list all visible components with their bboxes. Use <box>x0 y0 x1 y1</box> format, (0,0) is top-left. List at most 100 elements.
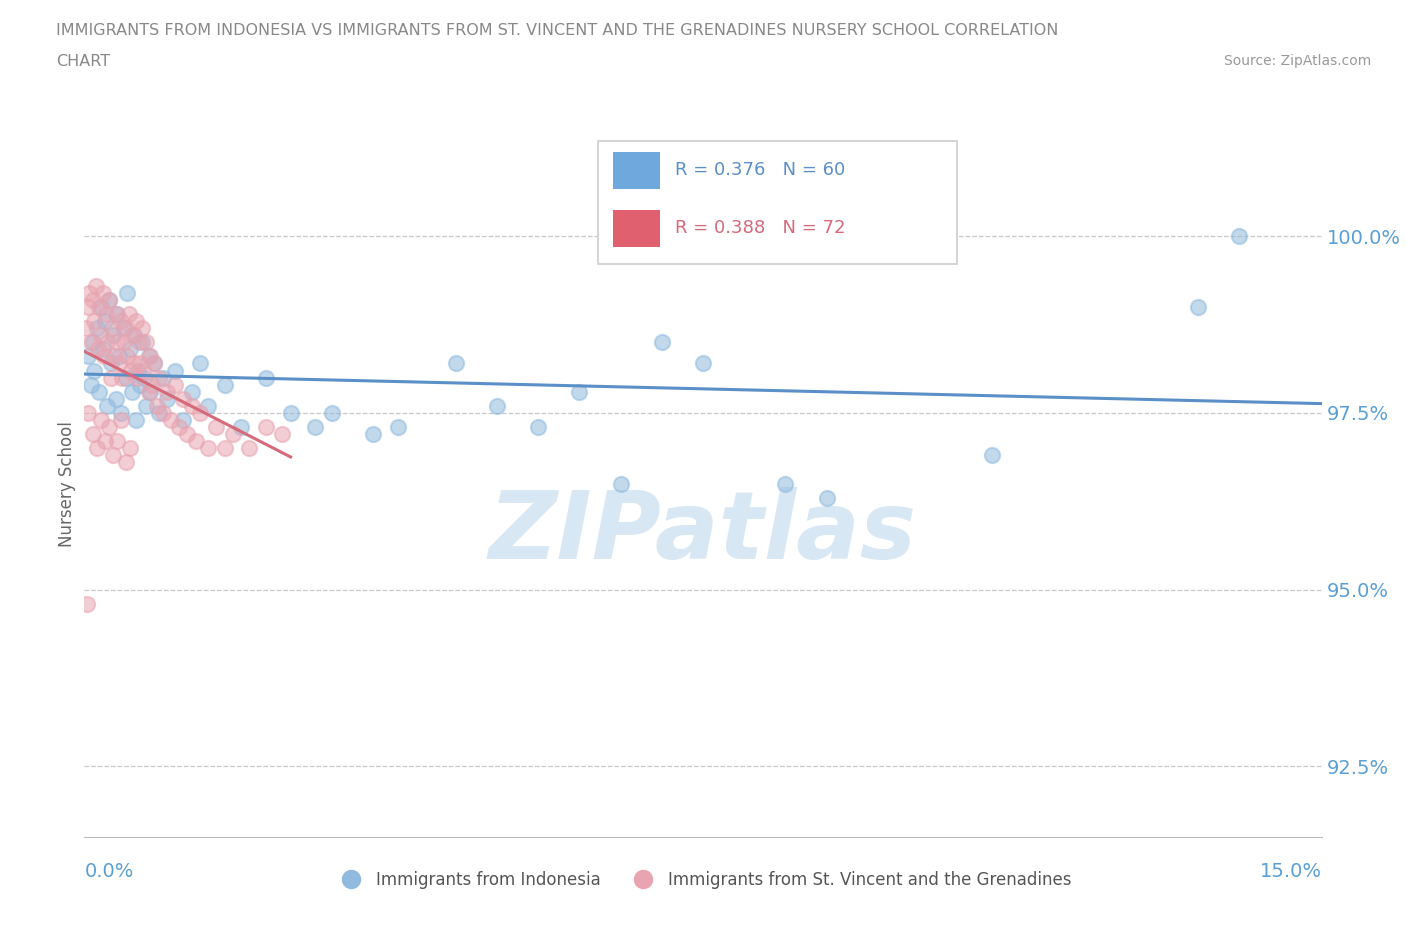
Text: 0.0%: 0.0% <box>84 862 134 881</box>
Point <box>118 342 141 357</box>
Y-axis label: Nursery School: Nursery School <box>58 420 76 547</box>
Point <box>229 419 252 434</box>
Point <box>84 278 107 293</box>
Point <box>214 441 236 456</box>
Point <box>124 413 146 428</box>
Point <box>105 433 128 448</box>
Point <box>129 378 152 392</box>
Point <box>89 384 111 399</box>
Point <box>127 370 149 385</box>
Point <box>815 490 838 505</box>
Point <box>108 356 131 371</box>
Point <box>90 327 112 342</box>
Point <box>141 378 163 392</box>
Point <box>120 363 142 378</box>
Point <box>80 378 103 392</box>
Point <box>100 370 122 385</box>
Text: Source: ZipAtlas.com: Source: ZipAtlas.com <box>1223 54 1371 68</box>
Point <box>188 356 211 371</box>
Point <box>165 378 187 392</box>
Point <box>205 419 228 434</box>
Point <box>135 335 157 350</box>
Point <box>138 384 160 399</box>
Point <box>146 398 169 413</box>
Point <box>91 286 114 300</box>
Point <box>152 405 174 420</box>
Point <box>568 384 591 399</box>
Text: 15.0%: 15.0% <box>1260 862 1322 881</box>
Point <box>76 596 98 611</box>
Point <box>89 299 111 314</box>
Point <box>176 427 198 442</box>
Point <box>104 392 127 406</box>
Point <box>188 405 211 420</box>
Point <box>77 349 100 364</box>
Point <box>148 370 170 385</box>
Point <box>131 321 153 336</box>
Point <box>127 363 149 378</box>
Point <box>238 441 260 456</box>
Point <box>165 363 187 378</box>
Point <box>94 307 117 322</box>
Text: IMMIGRANTS FROM INDONESIA VS IMMIGRANTS FROM ST. VINCENT AND THE GRENADINES NURS: IMMIGRANTS FROM INDONESIA VS IMMIGRANTS … <box>56 23 1059 38</box>
Point <box>160 413 183 428</box>
Point <box>110 405 132 420</box>
Point <box>96 398 118 413</box>
Point <box>103 448 125 463</box>
Point <box>79 286 101 300</box>
Point <box>197 398 219 413</box>
Point <box>184 433 207 448</box>
Point <box>156 384 179 399</box>
Point <box>82 292 104 307</box>
Point <box>117 349 139 364</box>
Point <box>114 455 136 470</box>
Point <box>121 384 143 399</box>
Point <box>1187 299 1209 314</box>
Point <box>114 370 136 385</box>
Point <box>104 307 127 322</box>
Point <box>100 356 122 371</box>
Point <box>105 307 128 322</box>
Point <box>83 363 105 378</box>
Point <box>111 370 134 385</box>
Point <box>86 441 108 456</box>
Point <box>132 370 155 385</box>
Point <box>254 419 277 434</box>
Point <box>131 335 153 350</box>
Point <box>124 313 146 328</box>
Point <box>75 321 97 336</box>
Point <box>609 476 631 491</box>
Point <box>197 441 219 456</box>
Point <box>121 327 143 342</box>
Point <box>77 405 100 420</box>
Point <box>222 427 245 442</box>
Point <box>98 292 121 307</box>
Point <box>156 392 179 406</box>
Point <box>122 327 145 342</box>
Point <box>118 441 141 456</box>
Point <box>387 419 409 434</box>
Point <box>143 356 166 371</box>
Point <box>692 356 714 371</box>
Point <box>80 335 103 350</box>
Point <box>93 349 115 364</box>
Text: R = 0.388   N = 72: R = 0.388 N = 72 <box>675 219 845 237</box>
Text: ZIPatlas: ZIPatlas <box>489 487 917 579</box>
Bar <box>613 153 659 189</box>
Text: CHART: CHART <box>56 54 110 69</box>
Point <box>980 448 1002 463</box>
Point <box>118 307 141 322</box>
FancyBboxPatch shape <box>598 140 956 264</box>
Bar <box>613 210 659 246</box>
Point <box>254 370 277 385</box>
Point <box>110 413 132 428</box>
Point <box>86 342 108 357</box>
Point <box>180 398 202 413</box>
Point <box>105 335 128 350</box>
Point <box>1227 229 1250 244</box>
Point <box>101 321 124 336</box>
Point <box>444 356 467 371</box>
Point <box>110 313 132 328</box>
Point <box>114 321 136 336</box>
Point <box>90 299 112 314</box>
